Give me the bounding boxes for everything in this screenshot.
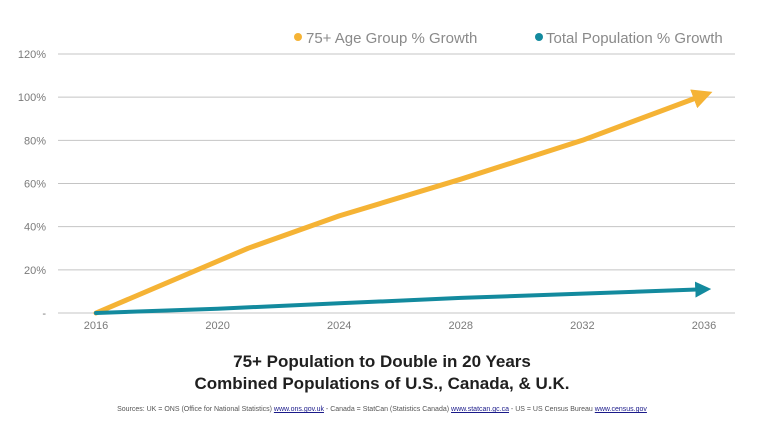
census-link[interactable]: www.census.gov (594, 406, 647, 413)
series-line-total-population (94, 281, 712, 315)
legend: 75+ Age Group % Growth Total Population … (294, 30, 723, 47)
sources-prefix: Sources: UK = ONS (Office for National S… (117, 406, 274, 413)
series-line-75-plus (93, 89, 713, 316)
sources-us: - US = US Census Bureau (508, 406, 595, 413)
x-tick-label: 2036 (692, 320, 716, 332)
x-tick-label: 2032 (570, 320, 594, 332)
y-axis-tick-labels: - 20% 40% 60% 80% 100% 120% (18, 49, 46, 320)
x-tick-label: 2028 (449, 320, 473, 332)
legend-label-75-plus: 75+ Age Group % Growth (306, 30, 477, 47)
x-tick-label: 2016 (84, 320, 108, 332)
legend-label-total-population: Total Population % Growth (546, 30, 723, 47)
y-tick-label: 20% (24, 265, 46, 277)
x-tick-label: 2024 (327, 320, 351, 332)
y-tick-label: 100% (18, 92, 46, 104)
ons-link[interactable]: www.ons.gov.uk (273, 406, 324, 413)
y-tick-label: 60% (24, 179, 46, 191)
y-tick-label: - (42, 308, 46, 320)
series-lines (93, 89, 713, 316)
y-tick-label: 40% (24, 222, 46, 234)
statcan-link[interactable]: www.statcan.gc.ca (451, 406, 509, 413)
gridlines (58, 53, 735, 314)
chart-title: 75+ Population to Double in 20 Years (233, 352, 531, 371)
x-tick-label: 2020 (205, 320, 229, 332)
legend-marker-total-population (535, 33, 543, 41)
legend-marker-75-plus (294, 33, 302, 41)
chart-subtitle: Combined Populations of U.S., Canada, & … (194, 374, 570, 393)
sources-canada: - Canada = StatCan (Statistics Canada) (323, 406, 452, 413)
line-chart: -20%40%60%80%100%120% 2016 2020 2024 2028 20… (18, 30, 735, 332)
x-axis-tick-labels: 2016 2020 2024 2028 2032 2036 (84, 320, 716, 332)
y-tick-label: 80% (24, 135, 46, 147)
sources-footnote: Sources: UK = ONS (Office for National S… (0, 406, 764, 413)
y-tick-label: 120% (18, 49, 46, 61)
